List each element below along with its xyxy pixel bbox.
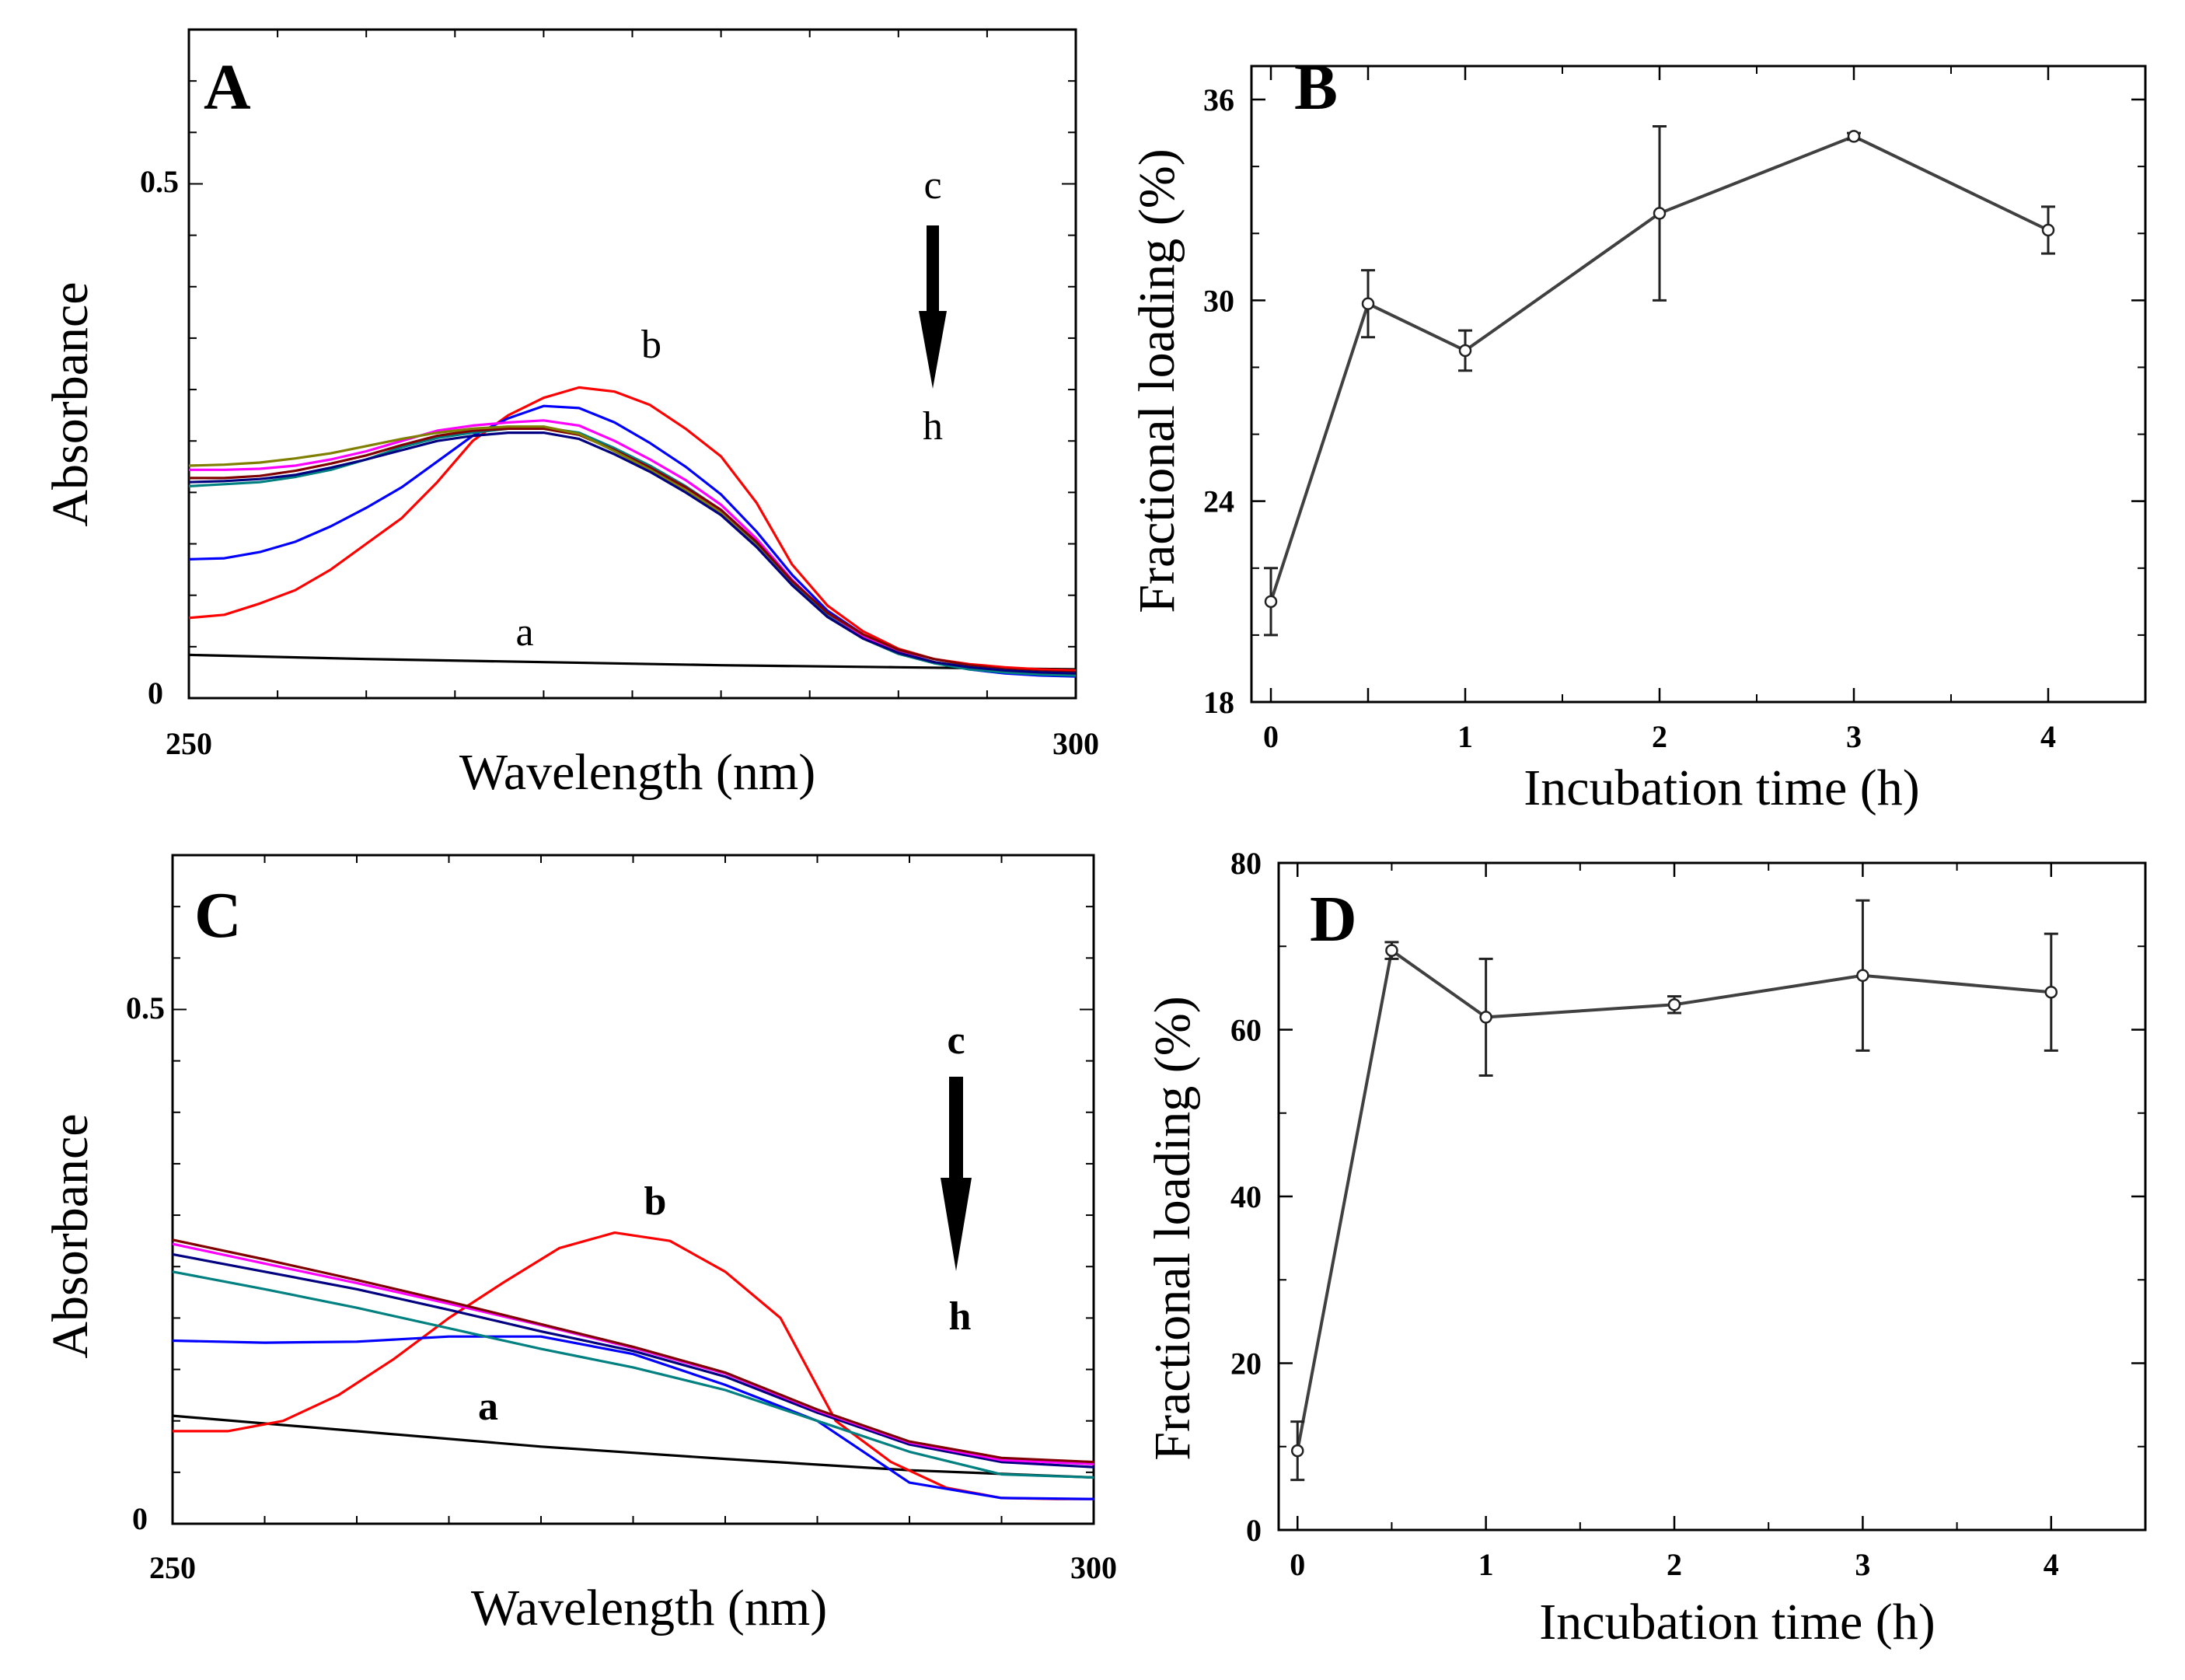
- panel-b-data-point: [1847, 130, 1861, 143]
- panel-c-xtick-label: 250: [149, 1550, 196, 1585]
- panel-b-x-axis-title: Incubation time (h): [1524, 760, 1920, 816]
- panel-b-xtick-label: 3: [1846, 719, 1862, 754]
- panel-b-ytick-label: 24: [1203, 484, 1234, 519]
- panel-d-ytick-label: 60: [1230, 1013, 1262, 1048]
- panel-d-data-point: [1856, 969, 1869, 983]
- panel-a-arrow-label-h: h: [923, 404, 943, 449]
- panel-d-x-tick-labels: 0 1 2 3 4: [1290, 1547, 2059, 1582]
- panel-c-curve-e: [172, 1252, 1094, 1469]
- panel-c-ytick-label: 0: [132, 1501, 148, 1536]
- panel-a-curve-label-a: a: [515, 610, 533, 655]
- panel-b-xtick-label: 4: [2040, 719, 2056, 754]
- panel-c-xtick-label: 300: [1070, 1550, 1117, 1585]
- panel-b-xtick-label: 1: [1457, 719, 1473, 754]
- panel-a-arrow-label-c: c: [923, 163, 941, 208]
- panel-d-tick-marks: [1279, 861, 2145, 1532]
- panel-c-down-arrow: [941, 1077, 972, 1271]
- panel-b-series: [1264, 124, 2055, 637]
- panel-c-x-axis-title: Wavelength (nm): [471, 1580, 827, 1636]
- panel-c-curves: [172, 1231, 1094, 1500]
- panel-d-y-axis-title: Fractional loading (%): [1144, 996, 1201, 1460]
- panel-a-xtick-label: 250: [166, 726, 212, 761]
- panel-a-y-axis-title: Absorbance: [42, 281, 99, 526]
- panel-b-data-point: [1264, 595, 1278, 609]
- panel-d-xtick-label: 3: [1855, 1547, 1870, 1582]
- panel-d-data-point: [2044, 985, 2058, 999]
- panel-c-ytick-label: 0.5: [126, 990, 165, 1025]
- panel-b-ytick-label: 36: [1203, 82, 1234, 117]
- panel-b-y-axis-title: Fractional loading (%): [1129, 148, 1185, 613]
- panel-b-xtick-label: 0: [1263, 719, 1279, 754]
- panel-a-tick-marks: [189, 30, 1076, 698]
- panel-b-plot-frame: [1250, 65, 2147, 704]
- panel-d: D 0 20 40 60 80 0 1 2 3 4 Incubation time (h) Fr…: [1144, 846, 2147, 1650]
- panel-a-curve-a: [188, 653, 1077, 671]
- panel-a-ytick-label: 0: [148, 676, 163, 711]
- panel-a-xtick-label: 300: [1052, 726, 1099, 761]
- panel-c-arrow-label-c: c: [947, 1018, 965, 1063]
- panel-d-data-point: [1667, 998, 1681, 1011]
- panel-a-x-axis-title: Wavelength (nm): [459, 744, 815, 801]
- panel-b: B 18 24 30 36 0 1 2 3 4 Incubation time (h) Fra…: [1129, 51, 2147, 816]
- panel-d-ytick-label: 40: [1230, 1179, 1262, 1214]
- panel-d-xtick-label: 2: [1667, 1547, 1682, 1582]
- panel-b-data-point: [1458, 344, 1472, 358]
- panel-c-curve-label-a: a: [478, 1385, 498, 1429]
- panel-b-x-tick-labels: 0 1 2 3 4: [1263, 719, 2056, 754]
- panel-d-data-line: [1296, 948, 2051, 1451]
- panel-c-y-axis-title: Absorbance: [42, 1113, 99, 1358]
- panel-b-data-point: [1361, 297, 1375, 310]
- panel-a-curve-label-b: b: [641, 323, 661, 367]
- panel-d-xtick-label: 1: [1478, 1547, 1494, 1582]
- panel-d-xtick-label: 4: [2044, 1547, 2059, 1582]
- panel-b-ytick-label: 30: [1203, 283, 1234, 318]
- panel-b-data-line: [1269, 134, 2049, 602]
- panel-a-curve-f: [189, 427, 1077, 674]
- panel-c-tick-marks: [173, 855, 1094, 1524]
- panel-d-x-axis-title: Incubation time (h): [1539, 1594, 1935, 1650]
- panel-a-curve-h: [188, 431, 1077, 675]
- panel-d-data-point: [1479, 1011, 1492, 1024]
- panel-a-letter: A: [204, 51, 251, 124]
- panel-d-data-point: [1290, 1444, 1304, 1458]
- panel-b-data-point: [2041, 223, 2055, 237]
- panel-a-down-arrow: [919, 225, 947, 389]
- panel-b-ytick-label: 18: [1203, 685, 1234, 720]
- panel-c-curve-c: [172, 1335, 1094, 1500]
- panel-b-y-tick-labels: 18 24 30 36: [1203, 82, 1234, 720]
- panel-c: C 0.5 0 250 300 Wavelength (nm) Absorban…: [42, 854, 1117, 1636]
- panel-c-curve-d: [172, 1270, 1094, 1479]
- panel-d-xtick-label: 0: [1290, 1547, 1305, 1582]
- panel-d-letter: D: [1310, 883, 1357, 955]
- panel-a-plot-frame: [187, 28, 1077, 700]
- panel-c-curve-a: [172, 1414, 1094, 1479]
- panel-a: A 0.5 0 250 300 Wavelength (nm) Absorban…: [42, 28, 1099, 801]
- panel-c-curve-label-b: b: [644, 1179, 667, 1224]
- panel-b-tick-marks: [1251, 66, 2145, 704]
- panel-d-y-tick-labels: 0 20 40 60 80: [1230, 846, 1262, 1548]
- panel-c-arrow-label-h: h: [949, 1294, 972, 1339]
- panel-a-curves: [188, 386, 1077, 678]
- panel-d-series: [1290, 899, 2058, 1482]
- panel-d-ytick-label: 0: [1246, 1513, 1262, 1548]
- panel-d-data-point: [1385, 944, 1398, 957]
- panel-d-ytick-label: 20: [1230, 1346, 1262, 1381]
- panel-c-letter: C: [194, 879, 242, 952]
- panel-b-letter: B: [1294, 51, 1338, 124]
- panel-b-data-point: [1653, 207, 1667, 220]
- panel-a-ytick-label: 0.5: [140, 164, 179, 199]
- panel-d-ytick-label: 80: [1230, 846, 1262, 881]
- panel-b-xtick-label: 2: [1652, 719, 1667, 754]
- panel-c-curve-g: [172, 1238, 1094, 1464]
